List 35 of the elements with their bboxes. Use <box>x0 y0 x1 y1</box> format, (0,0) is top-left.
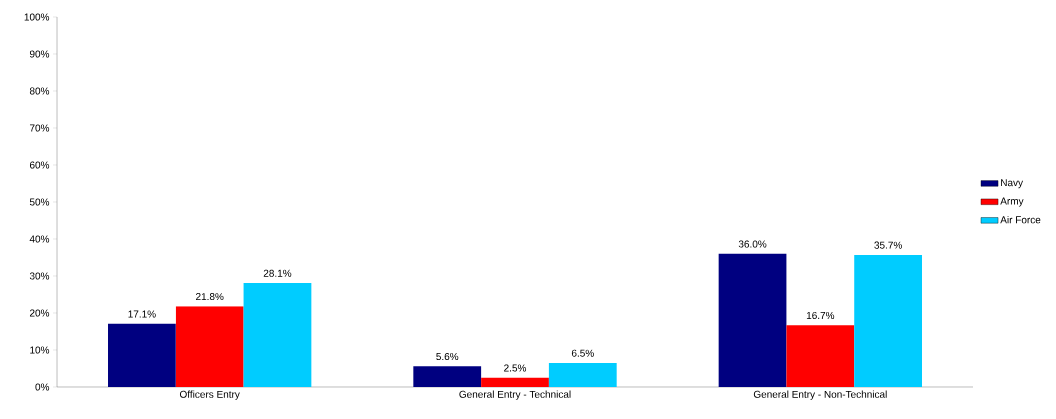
bar <box>481 377 549 387</box>
bar <box>854 254 923 387</box>
bar <box>786 325 855 387</box>
data-label: 16.7% <box>806 311 835 319</box>
y-tick-label: 10% <box>30 346 50 354</box>
bar <box>548 362 617 387</box>
y-tick-label: 30% <box>29 272 50 280</box>
legend-label: Navy <box>1001 179 1024 189</box>
bar <box>718 253 787 387</box>
data-label: 28.1% <box>263 269 292 277</box>
y-tick-label: 60% <box>29 161 50 169</box>
data-label: 35.7% <box>874 241 902 249</box>
y-tick-label: 80% <box>29 87 50 95</box>
y-tick-label: 90% <box>29 50 50 58</box>
y-tick-label: 40% <box>29 235 50 243</box>
legend-label: Army <box>1000 197 1024 207</box>
data-label: 5.6% <box>436 352 459 361</box>
data-label: 36.0% <box>738 240 767 248</box>
y-tick-label: 20% <box>29 309 50 317</box>
x-tick-label: Officers Entry <box>179 390 240 400</box>
legend-label: Air Force <box>1000 215 1041 224</box>
data-label: 2.5% <box>504 364 527 372</box>
data-label: 6.5% <box>571 349 594 357</box>
data-label: 17.1% <box>128 310 156 318</box>
bar <box>175 306 244 387</box>
y-tick-label: 0% <box>35 383 50 391</box>
y-tick-label: 50% <box>29 198 50 206</box>
bar <box>108 323 176 387</box>
bar <box>243 283 312 387</box>
y-tick-label: 100% <box>24 13 50 21</box>
y-tick-label: 70% <box>29 124 50 132</box>
x-tick-label: General Entry - Technical <box>459 390 571 400</box>
bar <box>413 366 482 387</box>
data-label: 21.8% <box>196 293 224 301</box>
x-tick-label: General Entry - Non-Technical <box>753 390 887 400</box>
